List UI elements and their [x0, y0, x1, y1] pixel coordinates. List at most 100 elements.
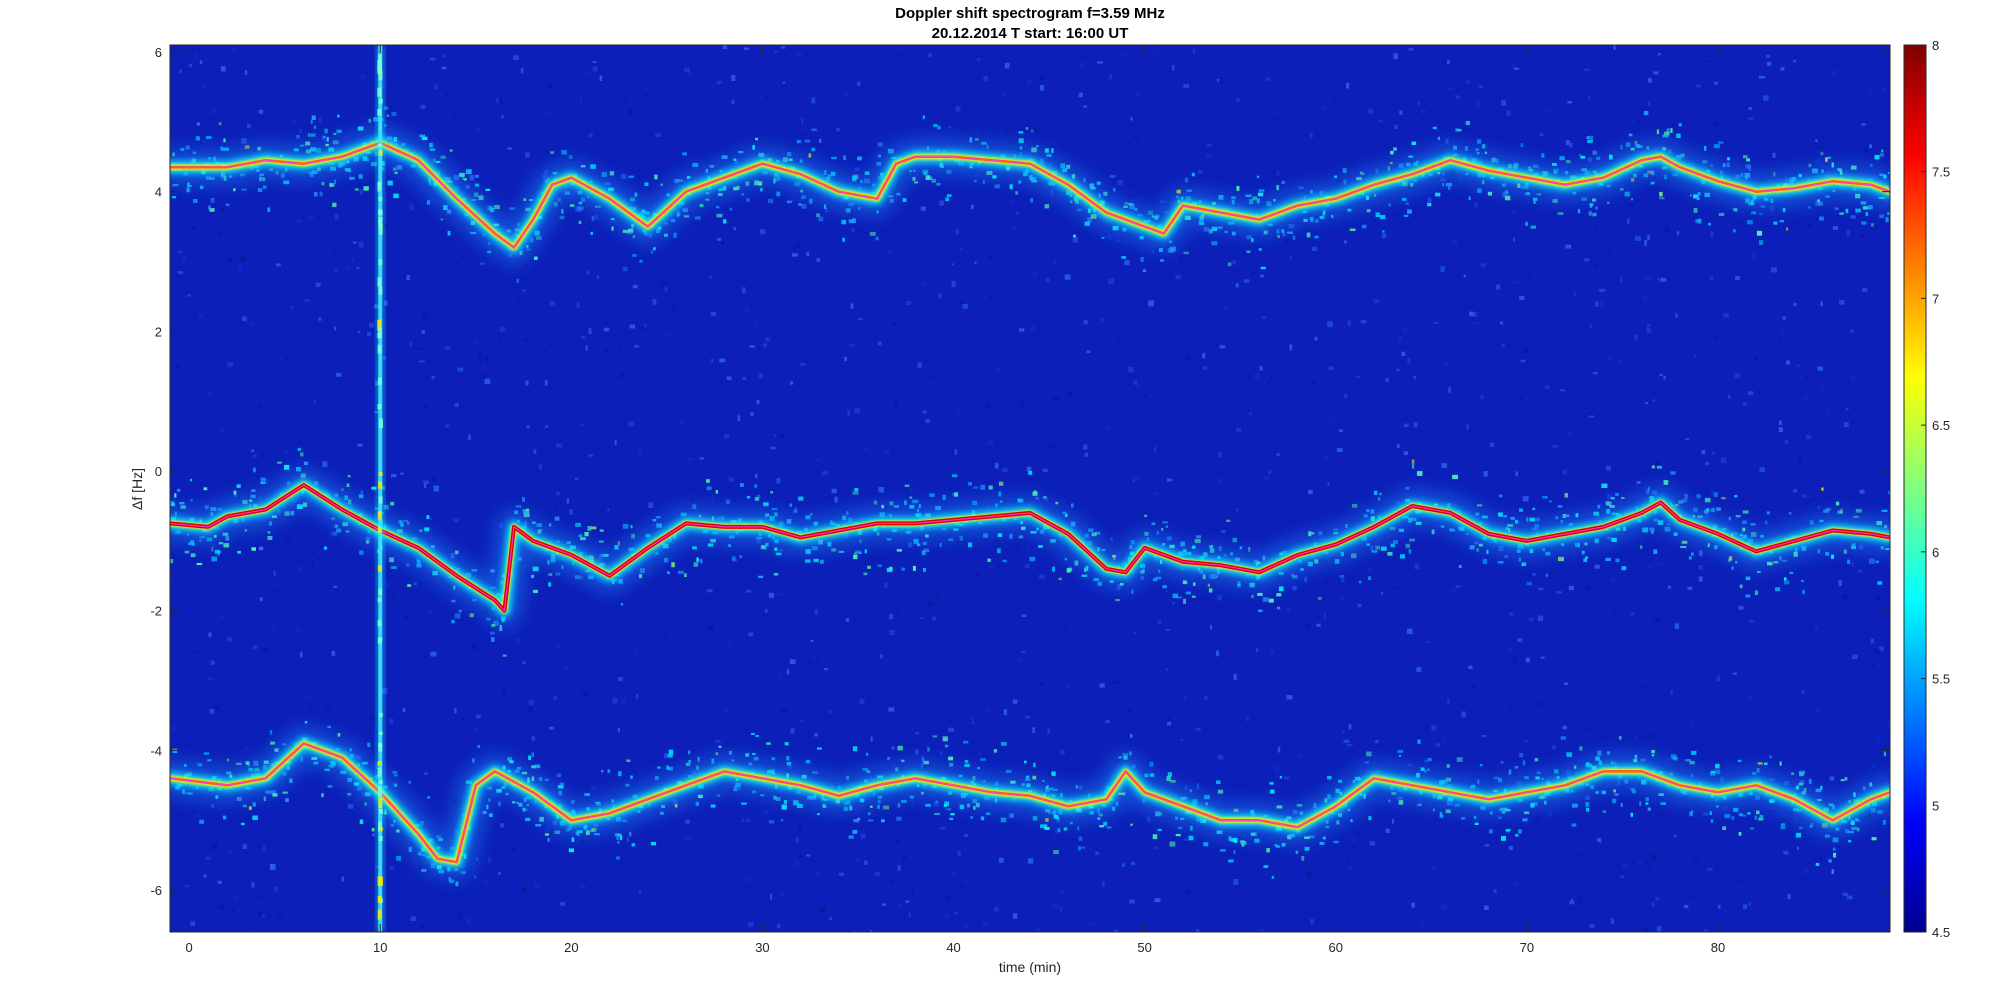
- echo-speckle: [421, 136, 428, 141]
- echo-speckle: [901, 567, 905, 571]
- echo-speckle: [1710, 819, 1714, 823]
- echo-speckle: [1497, 561, 1504, 564]
- echo-speckle: [1377, 497, 1381, 501]
- echo-speckle: [1789, 571, 1794, 574]
- echo-speckle: [407, 584, 412, 587]
- interference-speckle: [378, 712, 383, 717]
- echo-speckle: [1401, 197, 1407, 201]
- echo-speckle: [326, 137, 329, 142]
- x-tick-label: 10: [373, 940, 387, 955]
- echo-speckle: [1757, 762, 1763, 765]
- echo-speckle: [673, 232, 677, 238]
- echo-speckle: [1251, 594, 1254, 599]
- echo-speckle: [1818, 201, 1824, 206]
- echo-speckle: [1000, 742, 1007, 746]
- echo-speckle: [1310, 218, 1313, 223]
- echo-speckle: [1070, 822, 1073, 825]
- echo-speckle: [241, 188, 247, 191]
- echo-speckle: [628, 175, 634, 178]
- echo-speckle: [1529, 517, 1536, 522]
- echo-speckle: [1209, 545, 1214, 549]
- echo-speckle: [864, 171, 870, 175]
- echo-speckle: [1525, 221, 1528, 226]
- echo-speckle: [190, 553, 196, 558]
- echo-speckle: [1140, 257, 1144, 262]
- echo-speckle: [1713, 144, 1720, 149]
- echo-speckle: [929, 176, 933, 181]
- echo-speckle: [1713, 492, 1718, 498]
- echo-speckle: [909, 496, 913, 499]
- echo-speckle: [1620, 802, 1623, 807]
- echo-speckle: [1175, 834, 1181, 837]
- echo-speckle: [321, 793, 324, 798]
- echo-speckle: [660, 811, 664, 815]
- x-tick-label: 40: [946, 940, 960, 955]
- echo-speckle: [390, 501, 395, 506]
- echo-speckle: [196, 122, 200, 126]
- echo-speckle: [798, 203, 802, 206]
- echo-speckle: [660, 183, 663, 186]
- interference-speckle: [378, 744, 383, 752]
- echo-speckle: [1522, 760, 1526, 766]
- echo-speckle: [697, 756, 700, 762]
- echo-speckle: [487, 250, 492, 254]
- echo-speckle: [1271, 875, 1275, 879]
- echo-speckle: [569, 204, 575, 207]
- doppler-traces-layer: [170, 106, 1890, 887]
- echo-speckle: [477, 745, 481, 748]
- echo-speckle: [852, 218, 856, 224]
- echo-speckle: [1542, 496, 1548, 499]
- echo-speckle: [1469, 545, 1475, 550]
- echo-speckle: [1848, 839, 1852, 843]
- echo-speckle: [853, 819, 860, 823]
- echo-speckle: [1165, 525, 1169, 528]
- interference-speckle: [377, 876, 382, 887]
- echo-speckle: [427, 796, 430, 799]
- echo-speckle: [1621, 497, 1625, 499]
- echo-speckle: [193, 199, 198, 203]
- echo-speckle: [1263, 865, 1269, 868]
- echo-speckle: [1800, 770, 1806, 774]
- y-tick-label: -6: [150, 883, 162, 898]
- chart-title: Doppler shift spectrogram f=3.59 MHz: [895, 5, 1165, 22]
- echo-speckle: [185, 145, 190, 150]
- echo-speckle: [1036, 145, 1039, 148]
- echo-speckle: [310, 133, 316, 137]
- echo-speckle: [671, 562, 675, 568]
- echo-speckle: [786, 755, 790, 761]
- echo-speckle: [1005, 769, 1012, 773]
- echo-speckle: [486, 618, 491, 621]
- echo-speckle: [1630, 198, 1634, 201]
- echo-speckle: [1653, 549, 1658, 554]
- echo-speckle: [1801, 579, 1804, 582]
- echo-speckle: [852, 746, 858, 752]
- x-tick-label: 30: [755, 940, 769, 955]
- echo-speckle: [1855, 509, 1862, 513]
- echo-speckle: [652, 519, 657, 522]
- echo-speckle: [1515, 834, 1519, 837]
- echo-speckle: [1642, 527, 1649, 533]
- echo-speckle: [383, 504, 389, 510]
- echo-speckle: [692, 546, 697, 550]
- echo-speckle: [729, 207, 733, 211]
- echo-speckle: [877, 564, 882, 568]
- echo-speckle: [1194, 539, 1201, 544]
- echo-speckle: [1621, 566, 1627, 571]
- y-tick-label: 6: [155, 45, 162, 60]
- echo-speckle: [716, 206, 720, 209]
- interference-speckle: [378, 286, 383, 295]
- echo-speckle: [1759, 814, 1764, 818]
- interference-speckle: [377, 404, 382, 410]
- echo-speckle: [1162, 585, 1167, 589]
- echo-speckle: [786, 761, 792, 766]
- echo-speckle: [754, 497, 760, 501]
- echo-speckle: [774, 547, 778, 551]
- echo-speckle: [715, 490, 718, 494]
- echo-speckle: [1361, 224, 1367, 229]
- echo-speckle: [741, 192, 745, 196]
- echo-speckle: [914, 181, 919, 184]
- echo-speckle: [1497, 512, 1503, 517]
- echo-speckle: [1579, 154, 1582, 157]
- echo-speckle: [1630, 788, 1635, 791]
- echo-speckle: [1693, 208, 1698, 213]
